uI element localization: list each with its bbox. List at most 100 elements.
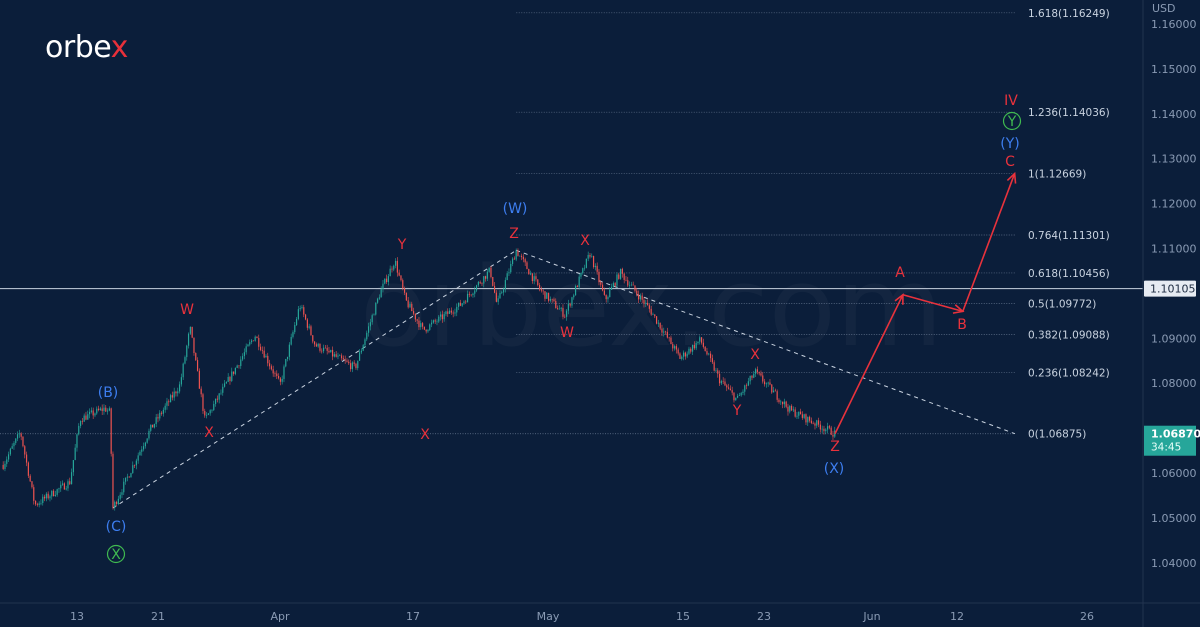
candle: [778, 399, 780, 403]
candle: [425, 329, 427, 332]
wave-label: A: [895, 265, 905, 281]
candle: [776, 391, 778, 400]
x-tick-label: 17: [406, 610, 420, 623]
candle: [772, 390, 775, 393]
candle: [605, 294, 607, 300]
candle: [709, 353, 712, 359]
candle: [648, 305, 650, 309]
candle: [387, 276, 389, 283]
candle: [128, 476, 130, 478]
candle: [214, 398, 217, 404]
candle: [663, 331, 665, 333]
candle: [123, 481, 125, 493]
candle: [470, 294, 472, 296]
candle: [371, 315, 373, 323]
candle: [544, 291, 546, 299]
candle: [616, 274, 618, 286]
x-tick-label: 15: [676, 610, 690, 623]
candle: [481, 283, 483, 284]
candle: [429, 324, 431, 330]
candle: [173, 391, 175, 398]
candle: [243, 352, 245, 357]
candle: [682, 352, 685, 357]
candle: [195, 353, 197, 361]
candle: [43, 496, 46, 499]
orbex-logo: orbex: [45, 30, 128, 65]
candle: [690, 348, 692, 352]
candle: [454, 312, 456, 314]
watermark-text: orbex.com: [360, 243, 943, 371]
candle: [171, 395, 173, 398]
y-tick-label: 1.12000: [1151, 198, 1197, 211]
y-tick-label: 1.05000: [1151, 512, 1197, 525]
candle: [691, 344, 694, 352]
candle: [209, 410, 211, 414]
wave-labels: (B) (C) X W X Y X (W) Z X W X Y Z (X) A B IV Y (Y) C: [98, 93, 1022, 564]
candle: [486, 271, 488, 279]
candle: [603, 290, 605, 295]
candle: [231, 371, 233, 381]
candle: [459, 302, 461, 306]
candle: [281, 378, 283, 382]
candle: [488, 267, 490, 272]
candle: [475, 285, 478, 291]
wave-label: Y: [1007, 114, 1017, 130]
candle: [330, 349, 332, 353]
candle: [794, 409, 796, 417]
candle: [540, 289, 542, 291]
candle: [198, 370, 200, 389]
candle: [276, 373, 278, 376]
candle: [250, 340, 253, 343]
candle: [130, 473, 132, 478]
candle: [357, 360, 359, 369]
candle: [479, 282, 481, 284]
candle: [34, 500, 37, 505]
candle: [574, 286, 577, 296]
candle: [659, 322, 661, 329]
candle: [385, 278, 388, 283]
fib-label: 1.618(1.16249): [1028, 8, 1110, 20]
candle: [49, 496, 51, 499]
candle: [11, 446, 13, 449]
wave-label: (W): [503, 201, 528, 217]
candle: [74, 447, 76, 461]
candle: [560, 307, 562, 309]
candle: [186, 345, 188, 358]
candle: [384, 278, 386, 284]
candle: [636, 290, 638, 295]
candle: [742, 391, 744, 393]
candle: [403, 288, 406, 293]
candle: [832, 434, 834, 437]
candle: [668, 337, 670, 339]
candle: [567, 303, 569, 311]
candle: [24, 446, 26, 455]
candle: [299, 308, 301, 310]
candle: [463, 301, 465, 304]
candle: [16, 434, 19, 439]
candle: [268, 363, 271, 367]
candle: [441, 314, 443, 320]
candle: [240, 359, 242, 366]
candle: [213, 403, 215, 411]
candle: [724, 381, 726, 386]
candle: [774, 390, 776, 392]
fib-label: 0.5(1.09772): [1028, 299, 1096, 311]
candle: [339, 355, 341, 357]
candle: [735, 397, 737, 401]
candle: [798, 411, 800, 416]
candle: [771, 384, 773, 393]
candle: [175, 391, 177, 394]
candle: [160, 412, 163, 414]
candle: [369, 322, 371, 327]
candle: [814, 423, 816, 426]
candle: [589, 255, 591, 257]
candle: [434, 320, 436, 322]
candle: [439, 314, 442, 317]
candle: [279, 378, 281, 382]
wave-label: X: [420, 427, 430, 443]
candle: [672, 344, 674, 349]
candle: [834, 430, 836, 437]
candle: [81, 421, 83, 422]
